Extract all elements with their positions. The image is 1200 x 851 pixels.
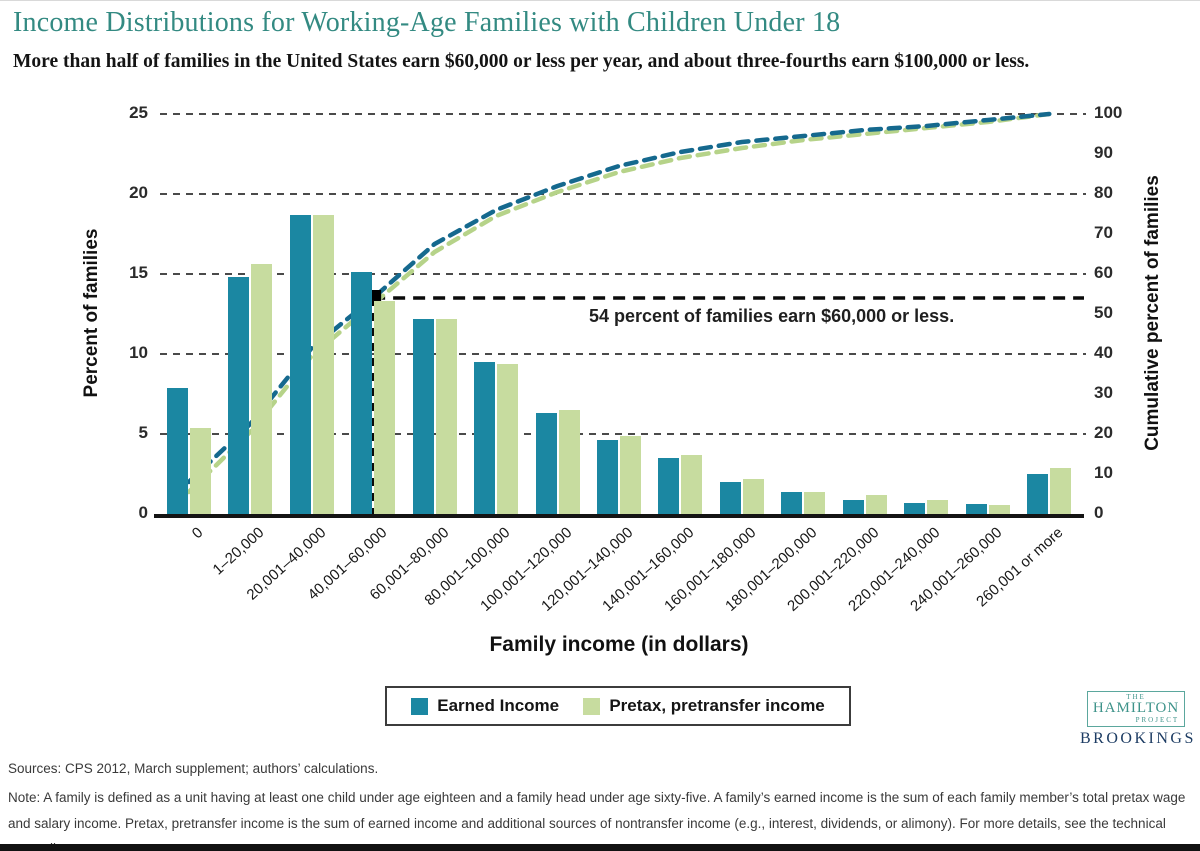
bar-pretax-income	[865, 494, 887, 514]
y-tick-label-right: 60	[1094, 263, 1113, 282]
bar-pretax-income	[189, 427, 211, 514]
bar-pretax-income	[927, 499, 949, 514]
hamilton-project-brookings-logo: THE HAMILTON PROJECT BROOKINGS	[1080, 691, 1196, 748]
y-tick-label-right: 80	[1094, 183, 1113, 202]
bar-earned-income	[842, 499, 864, 514]
y-tick-label-left: 0	[138, 503, 148, 522]
y-tick-label-right: 0	[1094, 503, 1104, 522]
bar-pretax-income	[497, 363, 519, 514]
sources-line: Sources: CPS 2012, March supplement; aut…	[8, 761, 379, 776]
bar-earned-income	[1027, 474, 1049, 514]
bar-pretax-income	[312, 214, 334, 514]
y-tick-label-right: 90	[1094, 143, 1113, 162]
bar-earned-income	[781, 491, 803, 514]
y-tick-label-left: 15	[129, 263, 148, 282]
y-tick-label-right: 10	[1094, 463, 1113, 482]
bar-pretax-income	[620, 435, 641, 514]
legend-label-earned-income: Earned Income	[437, 696, 560, 715]
y-tick-label-right: 40	[1094, 343, 1113, 362]
bar-earned-income	[166, 387, 188, 514]
bar-pretax-income	[374, 301, 396, 514]
logo-hamilton-text: HAMILTON	[1092, 700, 1180, 716]
y-tick-label-left: 20	[129, 183, 148, 202]
bar-earned-income	[597, 440, 618, 514]
bar-pretax-income	[681, 454, 703, 514]
chart-subtitle: More than half of families in the United…	[13, 51, 1030, 72]
y-tick-label-left: 5	[138, 423, 148, 442]
chart-title: Income Distributions for Working-Age Fam…	[13, 7, 841, 38]
bar-earned-income	[228, 277, 250, 514]
bar-earned-income	[965, 504, 987, 514]
x-axis-title: Family income (in dollars)	[489, 633, 749, 656]
bar-pretax-income	[742, 478, 764, 514]
x-axis-line	[154, 514, 1084, 518]
y-tick-label-left: 25	[129, 103, 148, 122]
bar-earned-income	[904, 502, 926, 514]
bar-pretax-income	[558, 410, 580, 514]
bottom-rule	[0, 844, 1200, 851]
bar-pretax-income	[251, 264, 273, 514]
bar-earned-income	[719, 482, 741, 514]
bar-pretax-income	[1050, 467, 1072, 514]
y-tick-label-right: 20	[1094, 423, 1113, 442]
bar-earned-income	[351, 272, 373, 514]
y-tick-label-right: 30	[1094, 383, 1113, 402]
pretax-income-swatch-icon	[583, 697, 601, 715]
note-line: Note: A family is defined as a unit havi…	[8, 790, 1186, 851]
y-tick-label-right: 50	[1094, 303, 1113, 322]
legend: Earned Income Pretax, pretransfer income	[385, 686, 851, 726]
hamilton-project-logo: THE HAMILTON PROJECT	[1086, 691, 1186, 727]
annotation-54-percent: 54 percent of families earn $60,000 or l…	[589, 306, 955, 326]
bar-pretax-income	[988, 505, 1010, 514]
bar-pretax-income	[435, 318, 457, 514]
bar-earned-income	[535, 413, 557, 514]
bar-earned-income	[658, 458, 680, 514]
bar-pretax-income	[804, 491, 826, 514]
y-tick-label-right: 100	[1094, 103, 1123, 122]
bar-earned-income	[474, 362, 496, 514]
logo-project-text: PROJECT	[1135, 716, 1180, 724]
y-tick-label-left: 10	[129, 343, 148, 362]
logo-the-text: THE	[1126, 693, 1146, 701]
legend-label-pretax-income: Pretax, pretransfer income	[609, 696, 825, 715]
earned-income-swatch-icon	[411, 697, 429, 715]
bar-earned-income	[289, 214, 311, 514]
legend-item-pretax-income: Pretax, pretransfer income	[583, 696, 825, 716]
y-tick-label-right: 70	[1094, 223, 1113, 242]
legend-item-earned-income: Earned Income	[411, 696, 559, 716]
brookings-logo-text: BROOKINGS	[1080, 730, 1196, 747]
bar-earned-income	[412, 318, 434, 514]
